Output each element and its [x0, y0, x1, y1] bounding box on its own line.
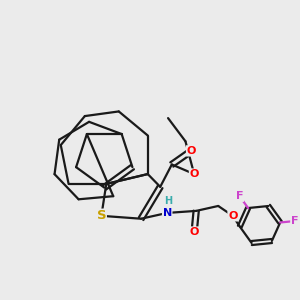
Text: H: H [164, 196, 172, 206]
Text: O: O [228, 211, 237, 221]
Text: S: S [97, 209, 106, 222]
Text: O: O [187, 146, 196, 156]
Text: O: O [190, 169, 199, 179]
Text: O: O [190, 227, 199, 237]
Text: F: F [291, 216, 298, 226]
Text: N: N [163, 208, 172, 218]
Text: F: F [236, 191, 243, 201]
